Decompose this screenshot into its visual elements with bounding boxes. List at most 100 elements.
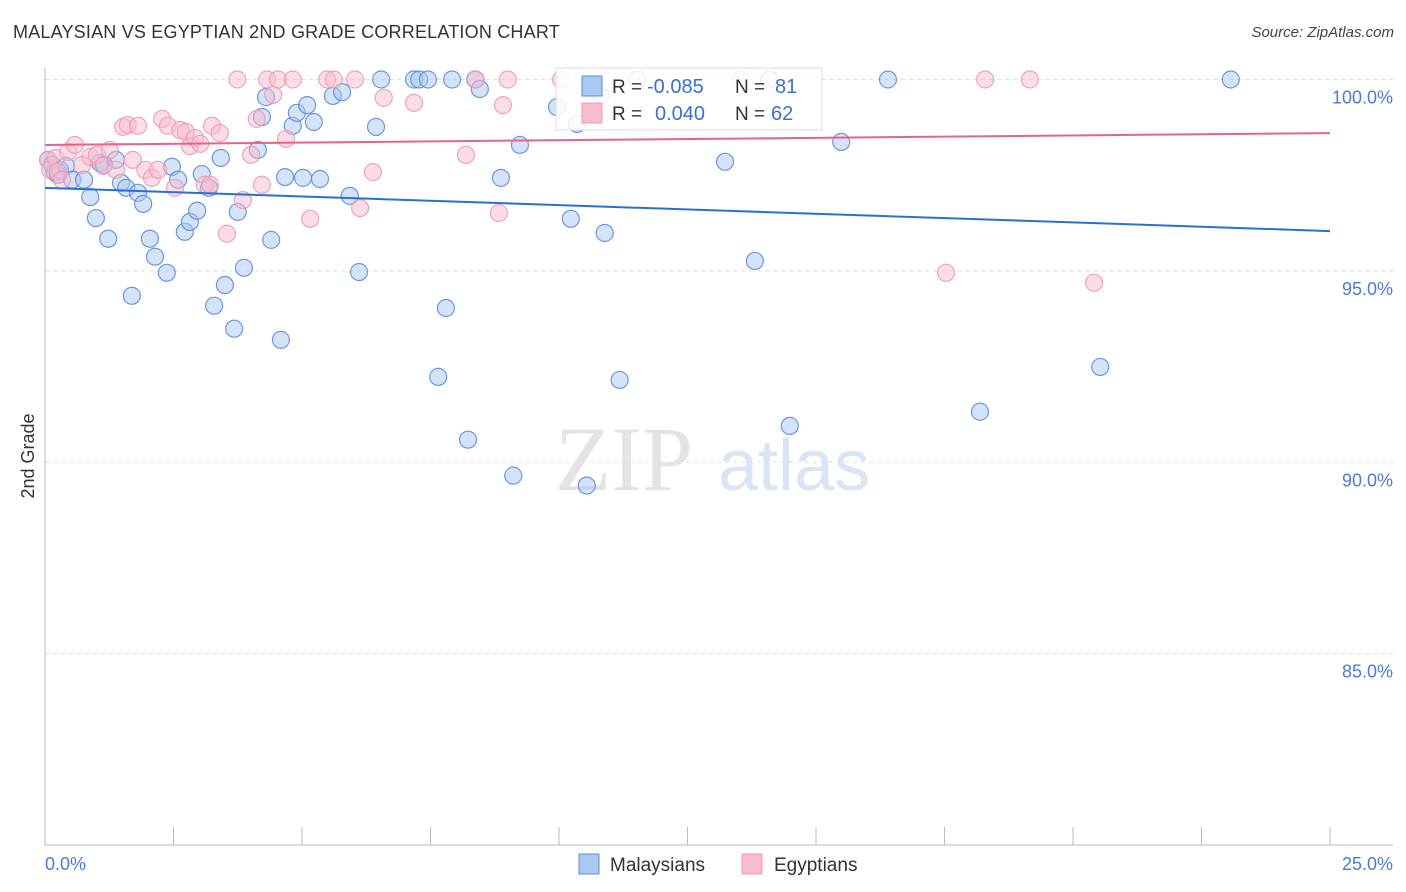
malaysians-point [970, 402, 990, 421]
watermark-atlas: atlas [718, 426, 870, 506]
x-tick-label-min: 0.0% [45, 854, 86, 874]
malaysians-point [491, 168, 511, 187]
malaysians-point [332, 83, 352, 102]
bottom-legend: Malaysians Egyptians [578, 853, 857, 876]
egyptians-point [247, 109, 266, 129]
malaysians-point [610, 370, 629, 390]
y-tick-labels: 100.0% 95.0% 90.0% 85.0% [1332, 88, 1393, 682]
x-ticks [44, 827, 1331, 845]
egyptians-point [242, 145, 261, 165]
malaysians-point [225, 319, 244, 338]
stats-n-label: N = [735, 77, 765, 98]
trend-lines [44, 132, 1331, 233]
malaysians-point [275, 168, 295, 187]
malaysians-point [1091, 357, 1110, 377]
egyptians-point [233, 190, 252, 210]
malaysians-point [780, 416, 799, 435]
malaysians-point [122, 286, 141, 305]
malaysians-point [561, 209, 580, 228]
egyptians-point [276, 129, 296, 148]
malaysians-point [81, 187, 100, 207]
legend-egyptians-swatch [741, 853, 763, 875]
egyptians-point [1020, 70, 1039, 89]
egyptians-trend-line [44, 132, 1331, 146]
egyptians-point [283, 70, 302, 89]
watermark: ZIP atlas [555, 408, 870, 510]
egyptians-swatch [581, 102, 603, 124]
malaysians-point [86, 208, 105, 228]
stats-n-value: 81 [775, 76, 797, 98]
malaysians-point [745, 251, 764, 271]
malaysians-point [211, 148, 230, 168]
malaysians-point [340, 186, 359, 205]
malaysians-point [372, 70, 391, 89]
chart-title: MALAYSIAN VS EGYPTIAN 2ND GRADE CORRELAT… [13, 22, 560, 42]
egyptians-point [123, 150, 142, 169]
malaysians-point [1221, 70, 1240, 89]
egyptians-point [100, 140, 119, 160]
legend-malaysians[interactable]: Malaysians [610, 855, 705, 876]
malaysians-point [157, 263, 176, 282]
egyptians-point [264, 85, 283, 104]
stats-legend-box: R = -0.085 N = 81 R = 0.040 N = 62 [555, 67, 823, 131]
egyptians-point [210, 123, 229, 143]
egyptians-point [128, 116, 148, 135]
egyptians-point [252, 175, 272, 194]
egyptians-point [1084, 273, 1104, 292]
egyptians-point [228, 70, 247, 89]
malaysians-point [304, 112, 323, 132]
egyptians-points [38, 70, 1104, 292]
malaysians-point [510, 135, 530, 155]
malaysians-point [271, 330, 291, 349]
malaysians-point [74, 170, 94, 189]
x-tick-label-max: 25.0% [1342, 854, 1393, 874]
malaysians-point [577, 476, 596, 495]
malaysians-point [878, 70, 898, 89]
stats-r-value: 0.040 [655, 103, 705, 125]
stats-r-value: -0.085 [647, 76, 704, 98]
egyptians-point [165, 178, 185, 197]
malaysians-point [429, 367, 448, 386]
malaysians-point [715, 152, 735, 171]
malaysians-trend-line [44, 186, 1331, 233]
egyptians-point [345, 70, 365, 89]
stats-r-label: R = [612, 104, 642, 125]
malaysians-point [418, 70, 438, 89]
egyptians-point [52, 170, 72, 189]
egyptians-point [404, 93, 424, 112]
egyptians-point [200, 175, 220, 194]
malaysians-point [205, 296, 224, 315]
malaysians-point [99, 229, 118, 248]
watermark-zip: ZIP [555, 408, 693, 510]
y-axis-label: 2nd Grade [18, 413, 38, 498]
malaysians-point [145, 247, 165, 266]
malaysians-point [140, 229, 159, 248]
malaysians-point [215, 275, 234, 295]
malaysians-point [310, 169, 330, 189]
egyptians-point [350, 199, 370, 218]
legend-egyptians[interactable]: Egyptians [774, 855, 857, 876]
egyptians-point [493, 96, 513, 115]
stats-n-label: N = [735, 104, 765, 125]
y-tick-label: 85.0% [1342, 662, 1393, 682]
legend-malaysians-swatch [578, 853, 600, 875]
egyptians-point [466, 70, 485, 89]
stats-n-value: 62 [771, 103, 793, 125]
egyptians-point [301, 209, 320, 228]
malaysians-point [832, 132, 851, 151]
egyptians-point [498, 70, 517, 89]
malaysians-point [293, 168, 313, 187]
malaysians-point [188, 201, 207, 220]
malaysians-point [349, 262, 369, 282]
malaysians-point [458, 430, 478, 449]
y-tick-label: 100.0% [1332, 88, 1393, 108]
malaysians-point [442, 70, 462, 89]
malaysians-point [134, 194, 153, 213]
malaysians-point [262, 230, 281, 249]
egyptians-point [456, 145, 476, 165]
malaysians-point [436, 298, 456, 318]
malaysians-point [366, 117, 386, 137]
egyptians-point [489, 203, 508, 223]
y-tick-label: 95.0% [1342, 279, 1393, 299]
